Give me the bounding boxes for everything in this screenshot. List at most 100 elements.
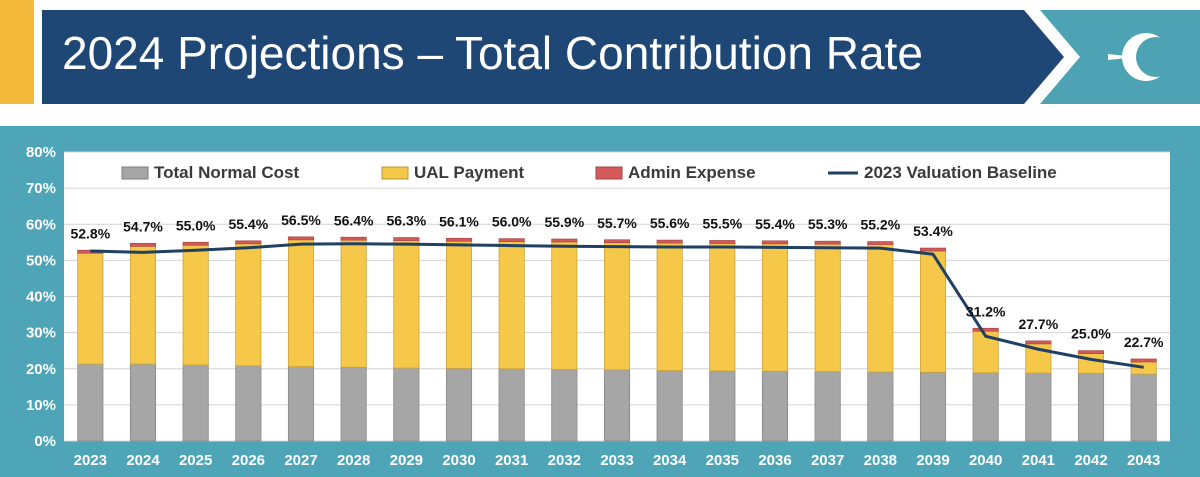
baseline-series-line (90, 242, 1144, 369)
x-tick-label: 2027 (284, 452, 317, 469)
bar-segment (340, 236, 367, 241)
bar-segment (129, 245, 157, 365)
bar-segment (77, 252, 104, 365)
data-label: 55.0% (176, 217, 216, 233)
page-title: 2024 Projections – Total Contribution Ra… (62, 27, 923, 79)
data-label: 31.2% (966, 303, 1006, 319)
x-tick-label: 2038 (864, 452, 897, 469)
bar-segment (393, 367, 420, 442)
bar-segment (656, 370, 683, 442)
bar-segment (1025, 340, 1052, 345)
bar-segment (761, 243, 789, 372)
data-label: 56.4% (334, 212, 374, 228)
bar-segment (287, 366, 315, 442)
x-tick-label: 2023 (74, 452, 107, 469)
bar-segment (709, 242, 736, 372)
data-label: 55.7% (597, 215, 637, 231)
chart-frame: 0% 10% 20% 30% 40% 50% 60% 70% 80% 2023 2024 2025 20… (0, 126, 1200, 477)
title-banner-shape (42, 10, 1064, 104)
bar-segment (1130, 373, 1157, 442)
bar-segment (340, 239, 367, 368)
data-label: 55.4% (755, 216, 795, 232)
bar-segment (445, 367, 473, 442)
y-tick-label: 0% (34, 433, 56, 450)
data-label: 53.4% (913, 223, 953, 239)
bar-segment (919, 250, 947, 373)
x-tick-label: 2026 (232, 452, 265, 469)
data-label: 55.5% (702, 216, 742, 232)
bar-segment (129, 242, 157, 247)
bar-segment (340, 366, 367, 442)
bar-segment (287, 239, 315, 367)
legend-label: Total Normal Cost (154, 163, 299, 182)
data-label: 25.0% (1071, 326, 1111, 342)
bar-segment (603, 369, 631, 442)
x-tick-label: 2041 (1022, 452, 1055, 469)
bar-segment (445, 237, 473, 242)
data-label: 55.4% (228, 216, 268, 232)
x-tick-label: 2037 (811, 452, 844, 469)
x-tick-label: 2032 (548, 452, 581, 469)
x-tick-label: 2029 (390, 452, 423, 469)
bar-segment (1077, 373, 1105, 442)
bar-segment (393, 240, 420, 369)
x-tick-label: 2042 (1074, 452, 1107, 469)
data-label: 54.7% (123, 218, 163, 234)
x-tick-label: 2028 (337, 452, 370, 469)
bar-segment (393, 237, 420, 241)
data-label: 55.3% (808, 216, 848, 232)
data-label: 52.8% (70, 225, 110, 241)
bar-segment (709, 370, 736, 442)
bar-segment (656, 239, 683, 244)
bar-segment (551, 369, 578, 442)
x-tick-label: 2033 (600, 452, 633, 469)
bar-segment (867, 371, 894, 442)
x-tick-label: 2036 (758, 452, 791, 469)
y-tick-label: 30% (26, 325, 56, 342)
bar-segment (919, 247, 947, 252)
bar-segment (235, 243, 262, 367)
y-tick-label: 20% (26, 361, 56, 378)
legend-swatch (595, 166, 623, 180)
y-tick-label: 60% (26, 216, 56, 233)
bar-segment (182, 364, 209, 442)
bar-segment (709, 240, 736, 244)
bar-segment (77, 363, 104, 442)
data-label: 56.5% (281, 212, 321, 228)
bar-segment (867, 244, 894, 373)
bar-segment (551, 241, 578, 370)
bar-segment (761, 240, 789, 245)
y-tick-label: 80% (26, 144, 56, 161)
x-tick-label: 2043 (1127, 452, 1160, 469)
y-tick-label: 70% (26, 180, 56, 197)
crescent-c-logo-icon (1108, 33, 1176, 81)
bar-segment (182, 244, 209, 366)
bar-segment (603, 239, 631, 244)
bar-segment (235, 365, 262, 442)
bar-segment (129, 363, 157, 442)
bar-segment (498, 368, 525, 442)
data-label: 55.2% (860, 217, 900, 233)
bar-segment (287, 236, 315, 241)
bar-segment (814, 371, 841, 442)
data-label: 56.1% (439, 213, 479, 229)
x-tick-label: 2031 (495, 452, 528, 469)
x-tick-label: 2034 (653, 452, 687, 469)
bar-segment (919, 371, 947, 442)
data-label: 27.7% (1018, 316, 1058, 332)
contribution-rate-chart: 0% 10% 20% 30% 40% 50% 60% 70% 80% 2023 2024 2025 20… (0, 126, 1200, 477)
bar-segment (235, 240, 262, 245)
bar-segment (814, 243, 841, 373)
bar-segment (1025, 372, 1052, 442)
bar-segment (603, 242, 631, 371)
legend-label: UAL Payment (414, 163, 525, 182)
data-label: 55.6% (650, 215, 690, 231)
y-tick-label: 10% (26, 397, 56, 414)
data-label: 56.0% (492, 214, 532, 230)
legend-label: Admin Expense (628, 163, 756, 182)
bar-segment (445, 240, 473, 369)
bar-segment (182, 241, 209, 246)
x-tick-label: 2039 (916, 452, 949, 469)
x-tick-label: 2025 (179, 452, 212, 469)
bar-segment (972, 372, 999, 442)
